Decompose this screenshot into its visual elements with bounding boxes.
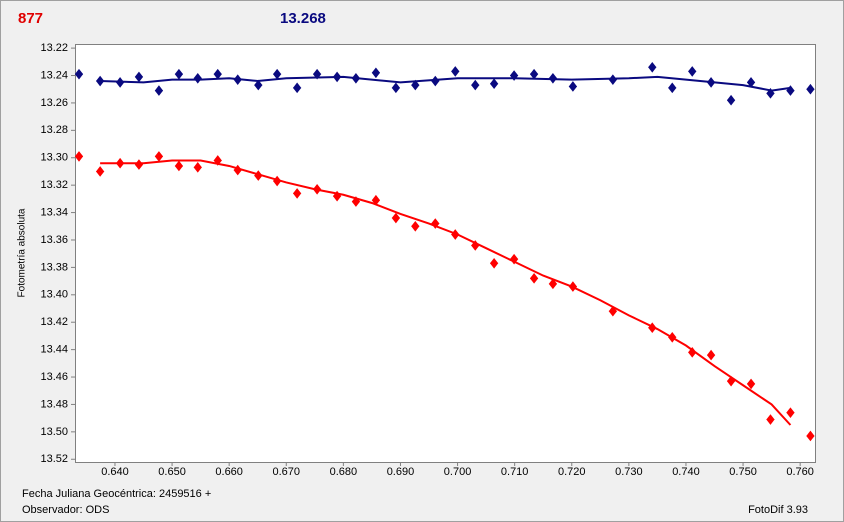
- data-point: [688, 66, 697, 77]
- header-left: 877: [18, 10, 43, 27]
- x-tick-label: 0.660: [215, 466, 243, 478]
- y-tick-label: 13.24: [40, 69, 68, 81]
- data-point: [292, 82, 302, 94]
- data-point: [391, 212, 401, 224]
- data-point: [213, 155, 222, 166]
- y-tick-label: 13.40: [40, 289, 68, 301]
- y-tick-label: 13.34: [40, 206, 68, 218]
- data-point: [193, 162, 202, 173]
- data-point: [806, 83, 815, 95]
- data-point: [509, 70, 519, 81]
- y-tick-label: 13.28: [40, 124, 68, 136]
- x-tick-label: 0.650: [158, 466, 186, 478]
- header-right: 13.268: [280, 10, 326, 27]
- data-point: [668, 82, 677, 94]
- data-point: [489, 257, 499, 269]
- data-point: [74, 68, 84, 80]
- y-tick-label: 13.50: [40, 426, 68, 438]
- data-point: [548, 278, 558, 290]
- data-point: [193, 72, 202, 84]
- data-point: [95, 166, 105, 177]
- y-tick-label: 13.22: [40, 42, 68, 54]
- data-point: [292, 188, 302, 199]
- x-tick-label: 0.710: [501, 466, 529, 478]
- data-point: [726, 94, 736, 106]
- data-point: [471, 79, 480, 91]
- y-tick-label: 13.38: [40, 261, 68, 273]
- data-point: [74, 151, 84, 162]
- x-tick-label: 0.760: [786, 466, 814, 478]
- data-point: [391, 82, 401, 94]
- data-point: [411, 79, 420, 91]
- x-tick-label: 0.680: [330, 466, 358, 478]
- y-tick-label: 13.46: [40, 371, 68, 383]
- plot-area: [75, 44, 816, 463]
- data-point: [254, 79, 263, 91]
- data-point: [312, 68, 322, 80]
- y-tick-label: 13.44: [40, 344, 68, 356]
- footer-observer: Observador: ODS: [22, 504, 109, 516]
- data-point: [766, 88, 775, 99]
- y-axis-label: Fotometría absoluta: [17, 208, 28, 297]
- footer-version: FotoDif 3.93: [748, 504, 808, 516]
- x-tick-label: 0.750: [729, 466, 757, 478]
- x-tick-label: 0.640: [101, 466, 129, 478]
- data-point: [648, 61, 657, 73]
- data-point: [489, 78, 499, 90]
- y-tick-label: 13.48: [40, 398, 68, 410]
- data-point: [568, 81, 578, 92]
- data-point: [786, 407, 795, 418]
- data-point: [411, 220, 420, 232]
- data-point: [371, 67, 381, 79]
- y-tick-label: 13.26: [40, 97, 68, 109]
- x-tick-label: 0.740: [672, 466, 700, 478]
- x-tick-label: 0.700: [444, 466, 472, 478]
- x-tick-label: 0.690: [387, 466, 415, 478]
- data-point: [766, 414, 775, 425]
- data-point: [706, 349, 716, 361]
- data-point: [608, 305, 618, 317]
- y-tick-label: 13.30: [40, 152, 68, 164]
- footer-date: Fecha Juliana Geocéntrica: 2459516 +: [22, 488, 211, 500]
- x-tick-label: 0.670: [272, 466, 300, 478]
- fit-line: [100, 75, 791, 92]
- data-point: [746, 378, 756, 390]
- x-tick-label: 0.720: [558, 466, 586, 478]
- y-tick-label: 13.32: [40, 179, 68, 191]
- x-tick-label: 0.730: [615, 466, 643, 478]
- data-point: [451, 66, 460, 77]
- y-tick-label: 13.42: [40, 316, 68, 328]
- data-point: [351, 196, 361, 207]
- y-tick-label: 13.36: [40, 234, 68, 246]
- fit-line: [100, 159, 792, 426]
- data-point: [154, 85, 164, 96]
- data-point: [431, 218, 440, 229]
- data-point: [174, 160, 184, 172]
- data-point: [806, 430, 815, 442]
- y-tick-label: 13.52: [40, 453, 68, 465]
- data-point: [509, 253, 519, 265]
- data-point: [529, 273, 539, 284]
